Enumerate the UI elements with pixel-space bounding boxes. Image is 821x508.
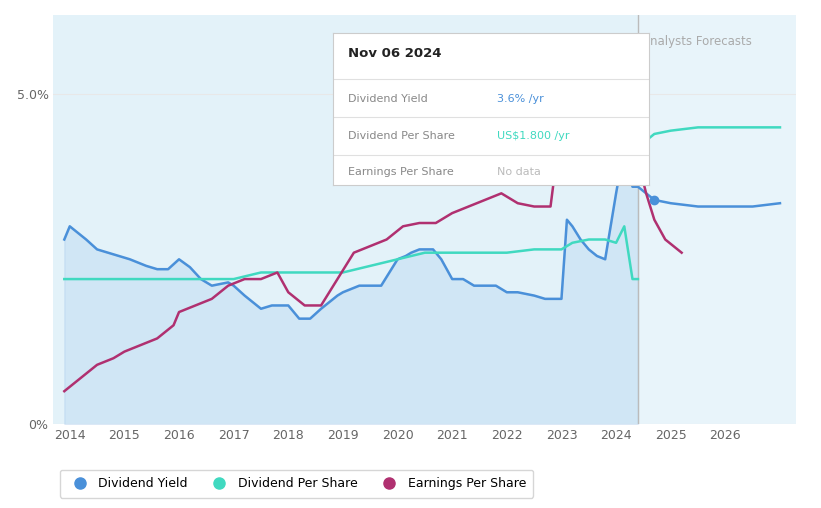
Text: No data: No data [497, 167, 541, 177]
Text: US$1.800 /yr: US$1.800 /yr [497, 131, 570, 141]
Text: 3.6% /yr: 3.6% /yr [497, 94, 544, 104]
Text: Past: Past [605, 35, 634, 48]
Text: Dividend Per Share: Dividend Per Share [348, 131, 455, 141]
Legend: Dividend Yield, Dividend Per Share, Earnings Per Share: Dividend Yield, Dividend Per Share, Earn… [60, 470, 534, 498]
Bar [53, 15, 638, 424]
Text: Earnings Per Share: Earnings Per Share [348, 167, 454, 177]
Text: Nov 06 2024: Nov 06 2024 [348, 47, 442, 60]
Text: Analysts Forecasts: Analysts Forecasts [642, 35, 752, 48]
Text: Dividend Yield: Dividend Yield [348, 94, 428, 104]
Bar [638, 15, 796, 424]
